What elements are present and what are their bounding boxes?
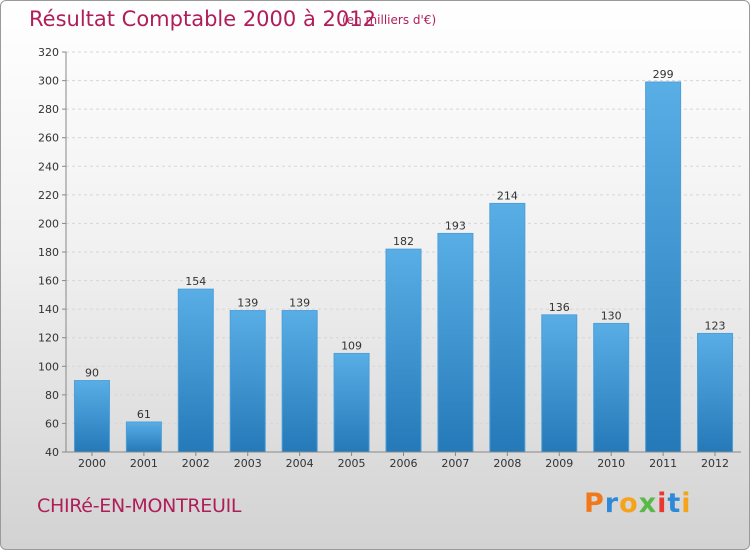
value-label: 154 xyxy=(185,275,206,288)
y-tick-label: 80 xyxy=(45,389,59,402)
x-tick-label: 2010 xyxy=(597,457,625,470)
bar-2004 xyxy=(281,310,318,453)
value-label: 139 xyxy=(289,297,310,310)
bar-2000 xyxy=(73,380,110,453)
logo-letter: P xyxy=(584,488,605,519)
y-tick-label: 40 xyxy=(45,446,59,459)
value-label: 61 xyxy=(137,408,151,421)
x-tick-label: 2005 xyxy=(338,457,366,470)
y-axis: 40 60 80 100 120 140 160 180 200 220 240 260 280 300 3… xyxy=(38,46,67,459)
y-tick-label: 200 xyxy=(38,217,59,230)
value-label: 136 xyxy=(549,301,570,314)
x-tick-label: 2009 xyxy=(545,457,573,470)
x-tick-label: 2002 xyxy=(182,457,210,470)
bar-2002 xyxy=(177,288,214,453)
x-tick-label: 2000 xyxy=(78,457,106,470)
logo-letter: o xyxy=(619,488,639,519)
bar-2008 xyxy=(489,202,526,453)
x-tick-label: 2007 xyxy=(441,457,469,470)
y-tick-label: 300 xyxy=(38,75,59,88)
bar-2003 xyxy=(229,310,266,453)
value-label: 214 xyxy=(497,189,518,202)
value-label: 90 xyxy=(85,367,99,380)
value-label: 130 xyxy=(601,309,622,322)
logo-letter: i xyxy=(681,488,692,519)
commune-name: CHIRé-EN-MONTREUIL xyxy=(37,495,242,517)
x-axis: 2000 2001 2002 2003 2004 2005 2006 2007 2008 2009… xyxy=(66,451,741,470)
chart-subtitle: (en milliers d'€) xyxy=(342,13,437,27)
y-tick-label: 100 xyxy=(38,360,59,373)
value-labels: 90 61 154 139 139 109 182 193 214 136 130 299 123 xyxy=(85,68,726,421)
bar-2010 xyxy=(593,322,630,453)
value-label: 299 xyxy=(653,68,674,81)
proxiti-logo[interactable]: Proxiti xyxy=(584,488,692,519)
bar-2009 xyxy=(541,314,578,453)
value-label: 123 xyxy=(705,319,726,332)
logo-letter: i xyxy=(657,488,668,519)
bar-2006 xyxy=(385,248,422,453)
y-tick-label: 60 xyxy=(45,417,59,430)
y-tick-label: 220 xyxy=(38,189,59,202)
x-tick-label: 2012 xyxy=(701,457,729,470)
y-tick-label: 140 xyxy=(38,303,59,316)
x-tick-label: 2001 xyxy=(130,457,158,470)
value-label: 193 xyxy=(445,219,466,232)
y-tick-label: 280 xyxy=(38,103,59,116)
bar-2001 xyxy=(125,421,162,453)
y-tick-label: 320 xyxy=(38,46,59,59)
y-tick-label: 160 xyxy=(38,275,59,288)
y-tick-label: 260 xyxy=(38,132,59,145)
x-tick-label: 2004 xyxy=(286,457,314,470)
chart-title: Résultat Comptable 2000 à 2012 xyxy=(29,7,376,31)
value-label: 139 xyxy=(237,297,258,310)
logo-letter: r xyxy=(604,488,620,519)
x-tick-label: 2006 xyxy=(390,457,418,470)
y-tick-label: 180 xyxy=(38,246,59,259)
bar-2011 xyxy=(645,81,682,453)
y-tick-label: 240 xyxy=(38,160,59,173)
value-label: 109 xyxy=(341,339,362,352)
x-tick-label: 2008 xyxy=(493,457,521,470)
value-label: 182 xyxy=(393,235,414,248)
x-tick-label: 2011 xyxy=(649,457,677,470)
y-tick-label: 120 xyxy=(38,332,59,345)
bar-2012 xyxy=(697,332,734,453)
bar-2007 xyxy=(437,232,474,453)
x-tick-label: 2003 xyxy=(234,457,262,470)
bar-2005 xyxy=(333,352,370,453)
logo-letter: x xyxy=(638,488,658,519)
logo-letter: t xyxy=(667,488,682,519)
